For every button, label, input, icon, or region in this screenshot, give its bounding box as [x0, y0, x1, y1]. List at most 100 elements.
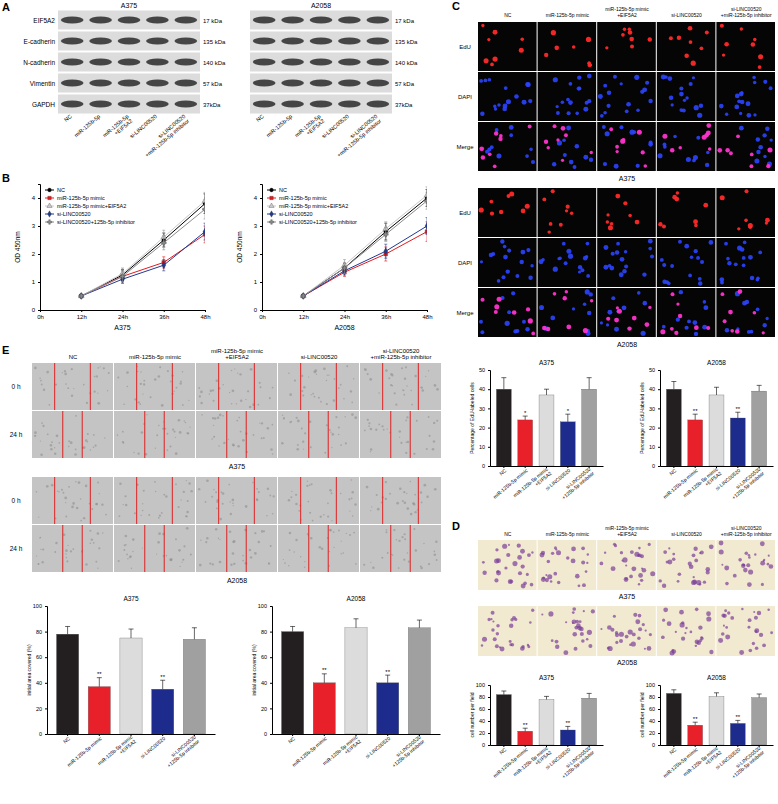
marker — [79, 293, 84, 298]
cell — [748, 556, 751, 559]
cell — [296, 417, 298, 419]
cell — [741, 564, 745, 568]
cell — [232, 499, 235, 502]
cell — [509, 640, 512, 643]
cell — [482, 570, 486, 574]
tick-mark — [123, 310, 124, 312]
cell — [645, 629, 647, 631]
image-edu — [657, 22, 716, 71]
cell — [213, 425, 214, 426]
cell — [295, 539, 297, 541]
cell — [753, 311, 757, 315]
blot-band — [146, 38, 169, 45]
chart-title: A375 — [539, 359, 555, 366]
cell — [526, 573, 529, 576]
cell — [734, 104, 739, 109]
cell — [703, 203, 708, 208]
cell — [526, 82, 531, 87]
cell — [230, 513, 232, 515]
blot-band — [253, 80, 276, 87]
image-wound0 — [360, 363, 441, 410]
legend-label: si-LINC00520+125b-5p inhibitor — [279, 219, 357, 225]
blot-band — [310, 101, 333, 108]
cell — [329, 551, 331, 553]
cell — [413, 453, 415, 455]
cell — [403, 491, 405, 493]
protein-label: Vimentin — [30, 80, 56, 87]
cell — [752, 76, 756, 80]
cell — [720, 195, 725, 200]
image-transwell — [716, 540, 775, 590]
cell — [178, 506, 180, 508]
wound-edge — [62, 525, 63, 572]
tick-label: 40 — [479, 718, 485, 724]
image-background — [32, 363, 113, 410]
cell — [530, 583, 534, 587]
cell — [591, 609, 595, 613]
image-background — [360, 477, 441, 524]
cell — [180, 499, 181, 500]
cell — [376, 494, 378, 496]
cell — [681, 637, 685, 641]
tick: 0 — [482, 463, 490, 469]
cell — [288, 565, 289, 566]
bar — [752, 391, 767, 466]
cell — [742, 301, 747, 306]
cell — [763, 559, 765, 561]
image-wound0 — [32, 363, 113, 410]
cell — [381, 425, 383, 427]
cell — [312, 520, 314, 522]
cell — [555, 548, 557, 550]
tick-mark — [658, 709, 660, 710]
cell — [178, 549, 181, 552]
cell — [421, 386, 423, 388]
tick: 20 — [479, 730, 490, 736]
cell — [232, 541, 234, 543]
cell — [215, 528, 218, 531]
error-bar — [384, 244, 387, 258]
error-bar — [384, 247, 387, 261]
cell — [187, 500, 189, 502]
y-axis: 01020304050 — [479, 367, 491, 469]
cell — [416, 420, 418, 422]
cell — [301, 428, 303, 430]
cell — [198, 387, 200, 389]
row-label: 0 h — [11, 497, 20, 504]
cell — [689, 564, 694, 569]
cell — [338, 434, 339, 435]
column-header: si-LINC00520 — [671, 531, 702, 537]
cell — [349, 534, 351, 536]
cell — [694, 249, 698, 253]
tick-label: 10 — [649, 444, 655, 450]
tick: 40 — [479, 386, 490, 392]
cell — [399, 487, 402, 490]
cell — [587, 311, 591, 315]
cell — [529, 148, 532, 151]
cell — [289, 421, 291, 423]
cell — [232, 502, 234, 504]
cell — [678, 572, 682, 576]
cell — [346, 365, 348, 367]
cell — [307, 481, 308, 482]
cell — [410, 513, 413, 516]
image-edu — [478, 188, 537, 237]
cell — [567, 111, 571, 115]
cell — [709, 650, 713, 654]
tick: 3 — [254, 223, 262, 229]
cell — [372, 566, 375, 569]
cell — [434, 488, 437, 491]
image-wound24 — [278, 411, 359, 458]
cell — [497, 297, 502, 302]
image-wound24 — [360, 411, 441, 458]
tick-label: 0 — [32, 307, 36, 313]
wound-edge — [410, 411, 411, 458]
image-edu — [657, 188, 716, 237]
cell — [324, 452, 326, 454]
tick-mark — [260, 254, 262, 255]
image-wound24 — [196, 411, 277, 458]
blot-band — [253, 101, 276, 108]
cell — [744, 189, 748, 193]
cell — [259, 382, 261, 384]
cell — [158, 375, 161, 378]
cell — [747, 582, 752, 587]
